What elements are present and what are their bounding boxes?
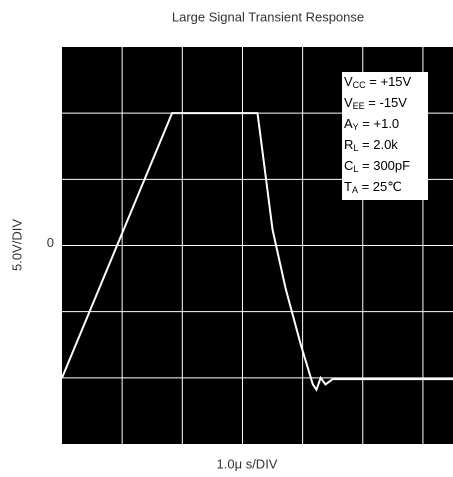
annotation-sub: A bbox=[352, 185, 358, 195]
annotation-rest: = -15V bbox=[365, 95, 408, 110]
annotation: VEE = -15V bbox=[344, 95, 407, 111]
annotation-rest: = 300pF bbox=[358, 158, 410, 173]
annotation-main: C bbox=[344, 158, 353, 173]
annotation: AY = +1.0 bbox=[344, 116, 399, 132]
annotation-main: T bbox=[344, 179, 352, 194]
annotation: CL = 300pF bbox=[344, 158, 410, 174]
annotation-main: V bbox=[344, 74, 353, 89]
chart-title: Large Signal Transient Response bbox=[172, 9, 364, 24]
annotation-sub: CC bbox=[353, 80, 366, 90]
annotation-sub: L bbox=[353, 164, 358, 174]
annotation-box bbox=[342, 72, 428, 200]
x-axis-label: 1.0μ s/DIV bbox=[217, 456, 278, 471]
y-axis-label: 5.0V/DIV bbox=[9, 219, 24, 271]
annotation-sub: Y bbox=[353, 122, 359, 132]
annotation: VCC = +15V bbox=[344, 74, 412, 90]
annotation-sub: L bbox=[353, 143, 358, 153]
signal-line bbox=[61, 112, 453, 392]
annotation-rest: = 25℃ bbox=[358, 179, 402, 194]
annotation-main: R bbox=[344, 137, 353, 152]
annotation-main: V bbox=[344, 95, 353, 110]
y-tick-label: 0 bbox=[47, 235, 54, 250]
annotation: TA = 25℃ bbox=[344, 179, 402, 195]
annotation-rest: = +1.0 bbox=[359, 116, 399, 131]
annotation-rest: = 2.0k bbox=[358, 137, 398, 152]
annotation-sub: EE bbox=[353, 101, 365, 111]
annotation: RL = 2.0k bbox=[344, 137, 398, 153]
annotation-main: A bbox=[344, 116, 353, 131]
annotation-rest: = +15V bbox=[366, 74, 412, 89]
